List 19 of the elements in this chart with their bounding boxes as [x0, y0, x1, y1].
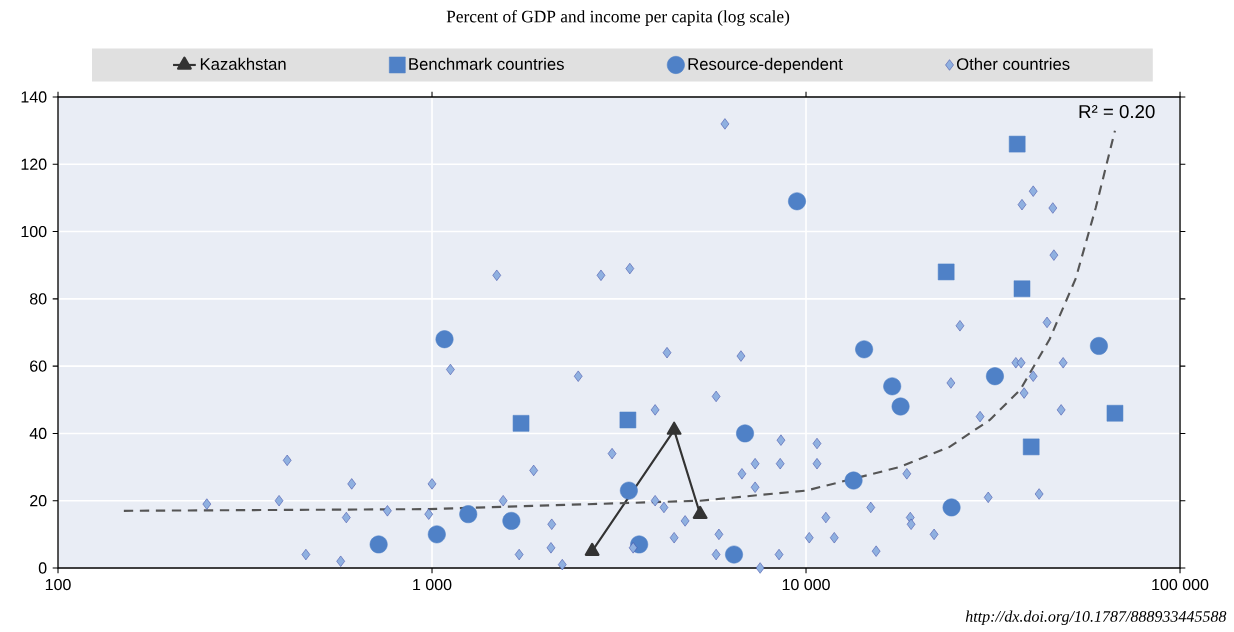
- x-tick-label: 1 000: [413, 578, 452, 591]
- annotation: R² = 0.20: [1079, 104, 1155, 119]
- legend-label: Kazakhstan: [200, 57, 286, 70]
- x-tick-label: 10 000: [782, 578, 830, 591]
- x-tick-label: 100 000: [1152, 578, 1209, 591]
- y-tick-label: 0: [38, 562, 47, 574]
- y-tick-label: 80: [29, 293, 47, 305]
- legend-label: Benchmark countries: [409, 57, 564, 70]
- legend-label: Resource-dependent: [688, 57, 843, 74]
- legend-label: Other countries: [956, 57, 1070, 70]
- y-tick-label: 140: [21, 91, 47, 103]
- y-tick-label: 120: [21, 158, 47, 170]
- x-tick-label: 100: [45, 578, 71, 591]
- y-tick-label: 40: [29, 427, 47, 440]
- y-tick-label: 20: [30, 495, 47, 507]
- text: http://dx.doi.org/10.1787/888933445588: [965, 610, 1227, 626]
- y-tick-label: 100: [21, 225, 47, 238]
- y-tick-label: 60: [30, 360, 47, 372]
- chart-title: Percent of GDP and income per capita (log scale): [446, 10, 790, 26]
